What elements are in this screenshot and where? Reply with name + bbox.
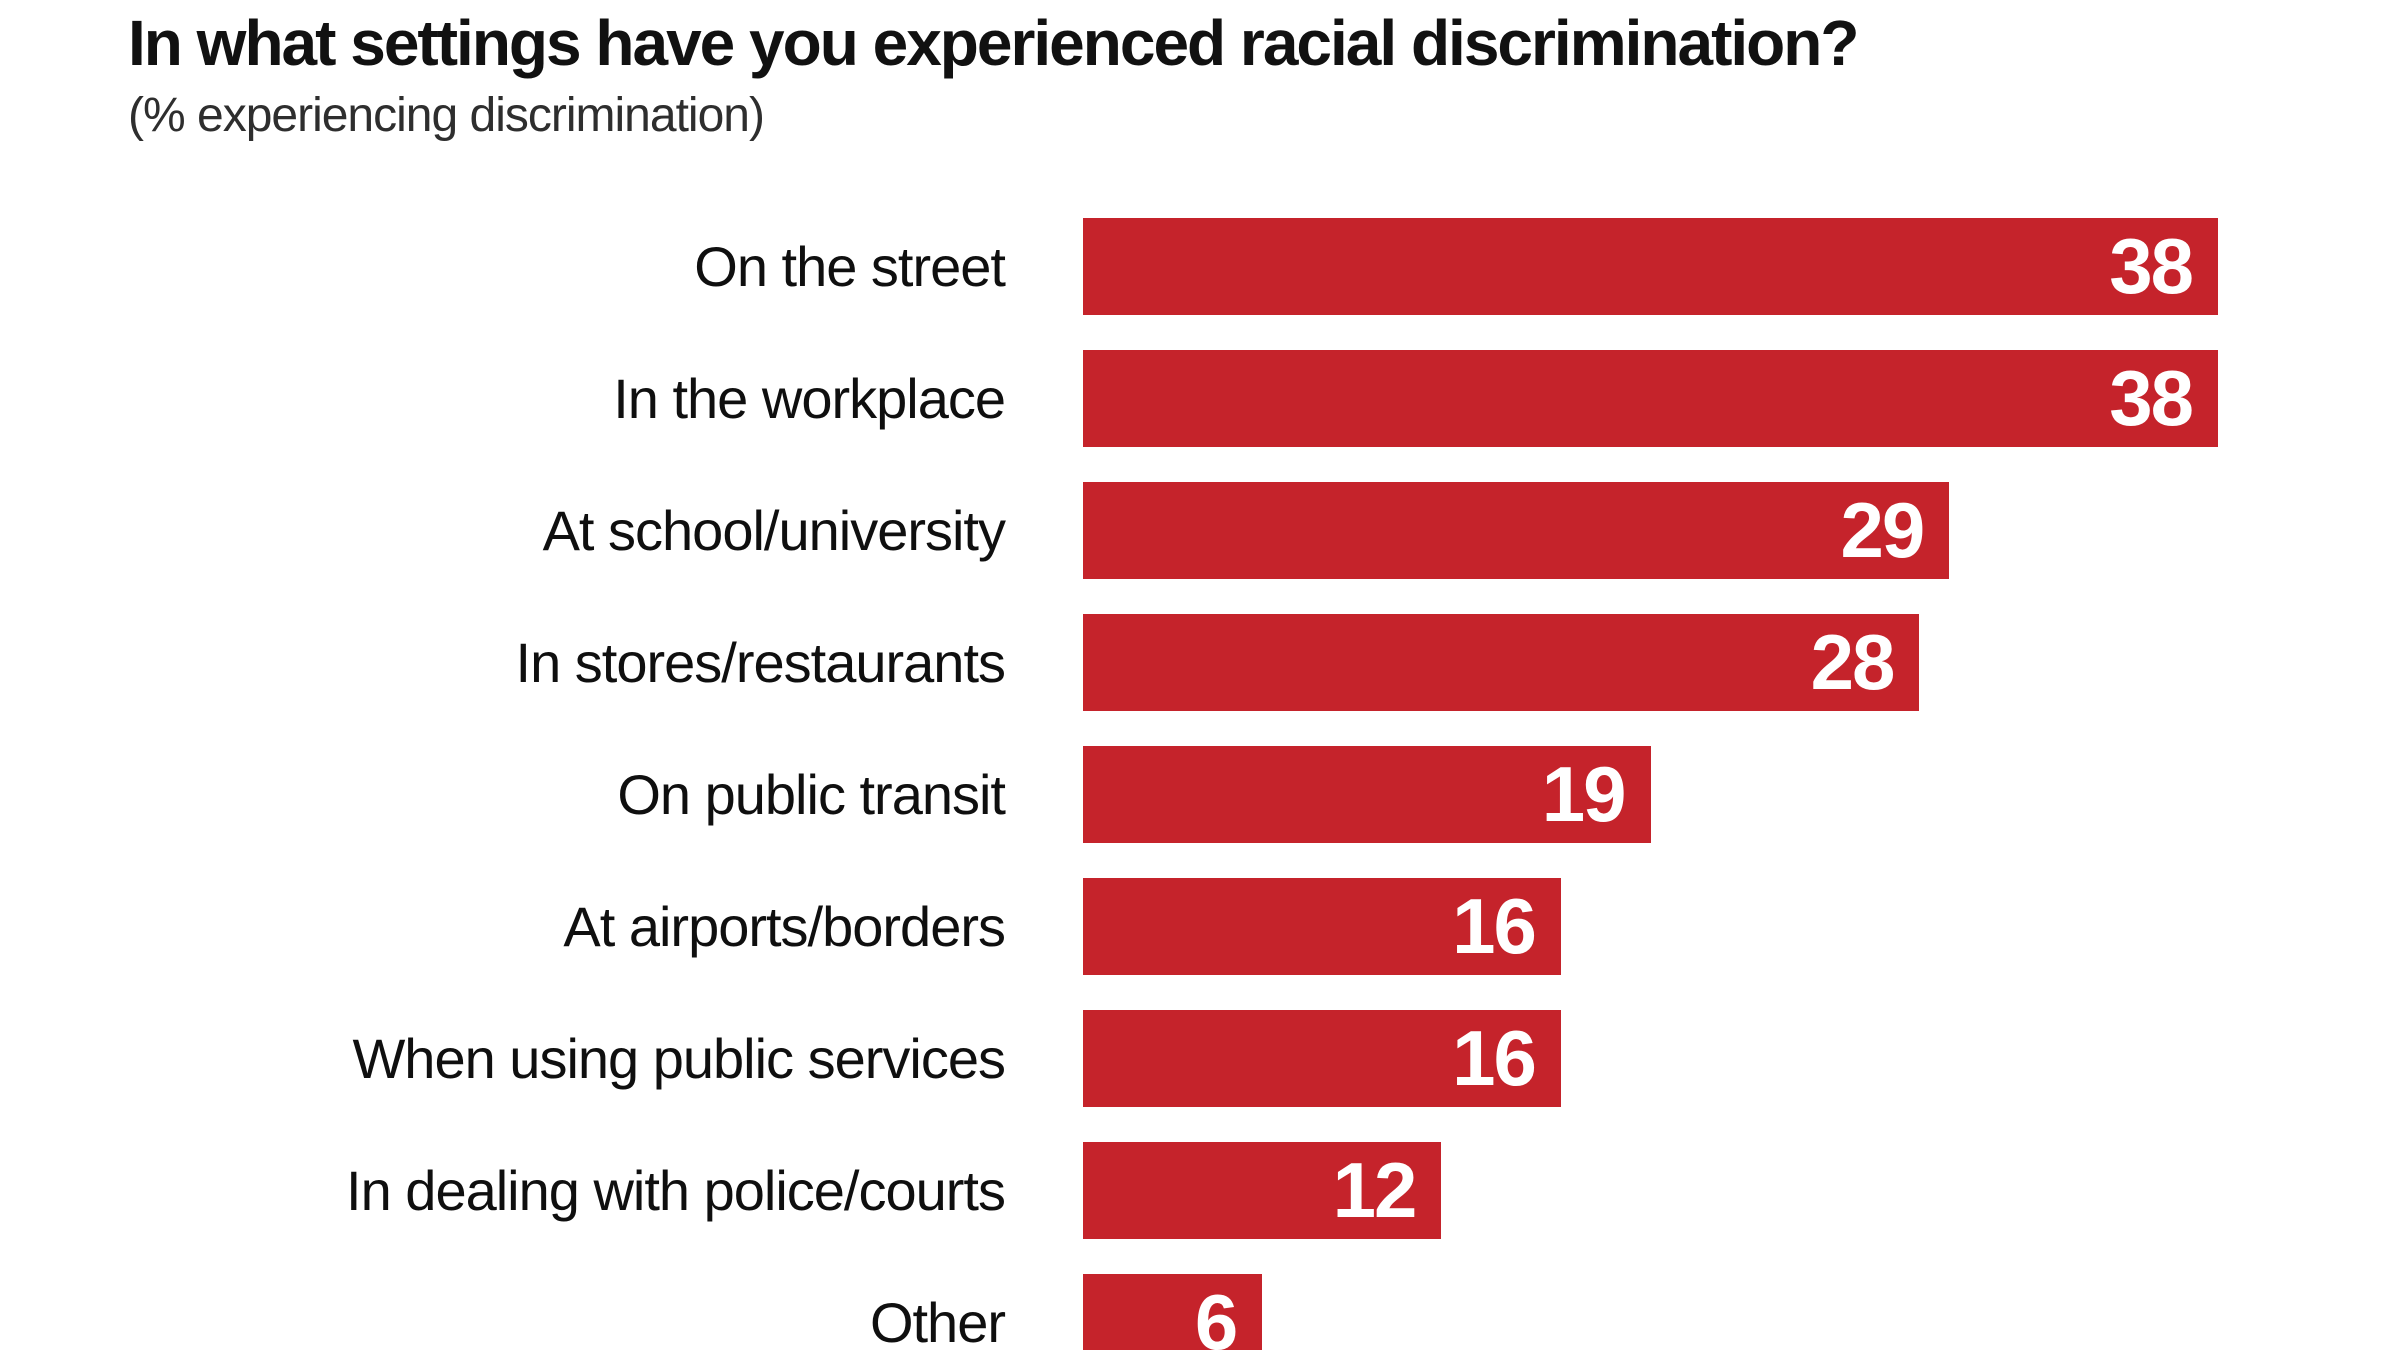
chart-subtitle: (% experiencing discrimination) [128, 89, 765, 143]
category-label: When using public services [352, 1026, 1006, 1090]
bar: 28 [1083, 613, 1920, 711]
category-label: In dealing with police/courts [346, 1158, 1006, 1222]
bar: 38 [1083, 349, 2219, 447]
value-label: 29 [1840, 486, 1925, 574]
chart-row: At airports/borders 16 [0, 860, 2400, 992]
value-label: 12 [1332, 1146, 1418, 1234]
chart-row: In stores/restaurants 28 [0, 596, 2400, 728]
value-label: 16 [1452, 882, 1537, 970]
chart-row: In the workplace 38 [0, 332, 2400, 464]
chart-row: On the street 38 [0, 200, 2400, 332]
chart-plot-area: On the street 38 In the workplace 38 At scho… [0, 200, 2400, 1350]
chart-row: When using public services 16 [0, 992, 2400, 1124]
bar: 16 [1083, 1009, 1561, 1107]
value-label: 6 [1194, 1278, 1238, 1350]
bar: 19 [1083, 745, 1651, 843]
chart-row: On public transit 19 [0, 728, 2400, 860]
bar: 16 [1083, 877, 1561, 975]
chart-row: Other 6 [0, 1256, 2400, 1350]
category-label: At airports/borders [563, 894, 1006, 958]
value-label: 38 [2109, 222, 2194, 310]
category-label: Other [869, 1290, 1006, 1350]
category-label: On public transit [617, 762, 1006, 826]
category-label: On the street [694, 234, 1006, 298]
value-label: 16 [1452, 1014, 1537, 1102]
chart-row: At school/university 29 [0, 464, 2400, 596]
category-label: In stores/restaurants [515, 630, 1006, 694]
value-label: 38 [2109, 354, 2194, 442]
chart-header: In what settings have you experienced ra… [128, 7, 1859, 143]
bar: 29 [1083, 481, 1950, 579]
category-label: In the workplace [613, 366, 1006, 430]
value-label: 19 [1541, 750, 1627, 838]
bar: 12 [1083, 1141, 1442, 1239]
value-label: 28 [1810, 618, 1896, 706]
bar: 6 [1083, 1273, 1263, 1350]
chart-title: In what settings have you experienced ra… [128, 7, 1859, 79]
category-label: At school/university [542, 498, 1006, 562]
chart-row: In dealing with police/courts 12 [0, 1124, 2400, 1256]
bar: 38 [1083, 217, 2219, 315]
